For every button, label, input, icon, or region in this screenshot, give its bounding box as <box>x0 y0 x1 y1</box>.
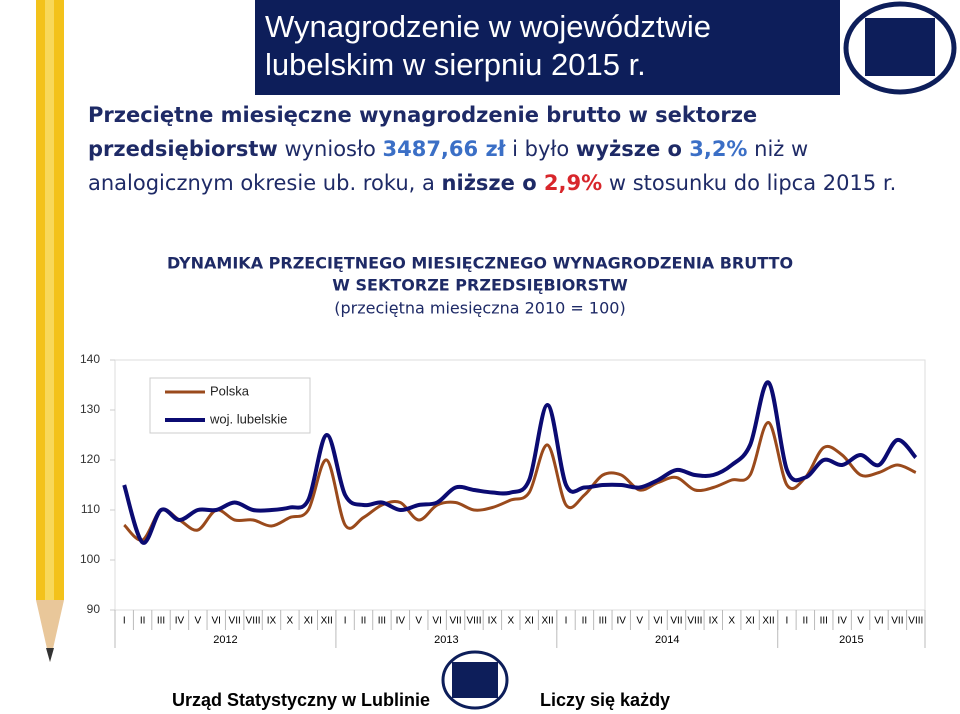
x-tick-label: XI <box>304 616 313 627</box>
x-tick-label: VI <box>212 616 221 627</box>
x-tick-label: VI <box>653 616 662 627</box>
x-tick-label: IV <box>396 616 406 627</box>
text: wyższe o <box>575 137 682 161</box>
text: 2,9% <box>536 171 603 195</box>
y-tick-label: 120 <box>80 452 100 466</box>
x-tick-label: X <box>507 616 514 627</box>
legend-label: Polska <box>210 383 250 398</box>
x-tick-label: XII <box>762 616 774 627</box>
text: w stosunku do lipca 2015 r. <box>602 171 897 195</box>
x-tick-label: V <box>636 616 643 627</box>
x-tick-label: VI <box>874 616 883 627</box>
footer-text: Urząd Statystyczny w Lublinie <box>172 690 431 710</box>
x-tick-label: XII <box>541 616 553 627</box>
legend-label: woj. lubelskie <box>209 411 287 426</box>
legend <box>149 377 311 434</box>
footer-text: Liczy się każdy <box>540 690 671 710</box>
y-tick-label: 110 <box>81 502 100 516</box>
x-tick-label: V <box>415 616 422 627</box>
x-tick-label: IX <box>709 616 719 627</box>
x-tick-label: X <box>287 616 294 627</box>
x-tick-label: I <box>344 616 347 627</box>
x-tick-label: VI <box>432 616 441 627</box>
x-tick-label: VII <box>449 616 461 627</box>
text: 3487,66 zł <box>382 137 506 161</box>
x-tick-label: V <box>857 616 864 627</box>
year-label: 2013 <box>434 634 458 646</box>
chart-title: W SEKTORZE PRZEDSIĘBIORSTW <box>332 276 628 295</box>
year-label: 2014 <box>655 634 679 646</box>
y-tick-label: 100 <box>80 552 100 566</box>
x-tick-label: IX <box>267 616 277 627</box>
header: Wynagrodzenie w województwie lubelskim w … <box>255 0 840 95</box>
x-tick-label: III <box>157 616 165 627</box>
pencil <box>36 0 64 662</box>
text: 3,2% <box>681 137 748 161</box>
text: wyniosło <box>277 137 383 161</box>
series-line <box>123 420 917 542</box>
intro: Przeciętne miesięczne wynagrodzenie brut… <box>88 98 908 200</box>
y-tick-label: 90 <box>87 602 101 616</box>
x-tick-label: XI <box>524 616 533 627</box>
x-tick-label: IV <box>837 616 847 627</box>
x-tick-label: V <box>195 616 202 627</box>
title: lubelskim w sierpniu 2015 r. <box>265 47 646 82</box>
x-tick-label: VII <box>670 616 682 627</box>
y-tick-label: 130 <box>80 402 100 416</box>
series-line <box>122 380 918 545</box>
x-tick-label: II <box>140 616 146 627</box>
text: i było <box>505 137 576 161</box>
x-tick-label: IV <box>617 616 627 627</box>
x-tick-label: II <box>582 616 588 627</box>
x-tick-label: VIII <box>466 616 481 627</box>
x-tick-label: VII <box>891 616 903 627</box>
x-tick-label: III <box>820 616 828 627</box>
x-tick-label: IV <box>175 616 185 627</box>
x-tick-label: III <box>378 616 386 627</box>
title: Wynagrodzenie w województwie <box>265 9 711 44</box>
text: Przeciętne miesięczne wynagrodzenie brut… <box>88 103 758 161</box>
x-tick-label: I <box>786 616 789 627</box>
text: niższe o <box>441 171 537 195</box>
year-label: 2015 <box>839 634 863 646</box>
chart-title: DYNAMIKA PRZECIĘTNEGO MIESIĘCZNEGO WYNAG… <box>167 254 793 273</box>
x-tick-label: I <box>123 616 126 627</box>
x-tick-label: III <box>599 616 607 627</box>
text: niż w analogicznym okresie ub. roku, a <box>88 137 809 195</box>
chart-subtitle: (przeciętna miesięczna 2010 = 100) <box>334 299 625 318</box>
y-tick-label: 140 <box>80 352 100 366</box>
x-tick-label: II <box>803 616 809 627</box>
x-tick-label: VIII <box>246 616 261 627</box>
x-tick-label: I <box>565 616 568 627</box>
logo <box>441 1 957 710</box>
x-tick-label: XI <box>745 616 754 627</box>
x-tick-label: IX <box>488 616 498 627</box>
x-tick-label: VIII <box>687 616 702 627</box>
x-tick-label: II <box>361 616 367 627</box>
x-tick-label: X <box>728 616 735 627</box>
x-tick-label: VII <box>229 616 241 627</box>
year-label: 2012 <box>213 634 237 646</box>
x-tick-label: XII <box>321 616 333 627</box>
x-tick-label: VIII <box>908 616 923 627</box>
